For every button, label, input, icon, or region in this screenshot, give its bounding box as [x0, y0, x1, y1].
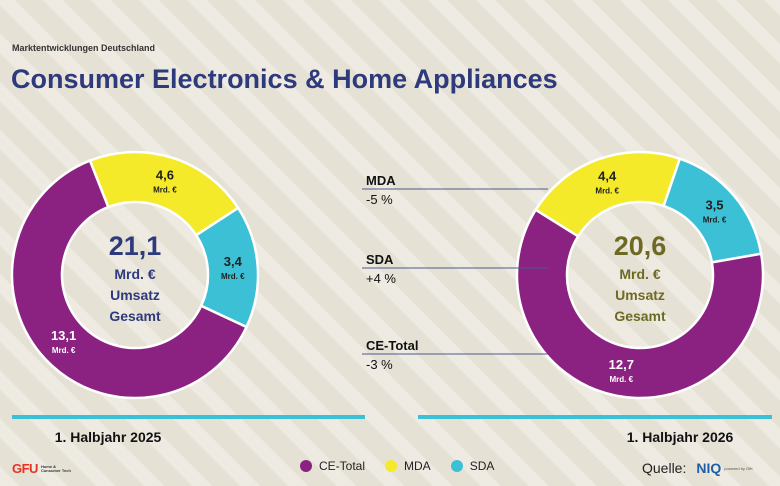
center-line-2-2026: Gesamt: [614, 308, 666, 324]
slice-unit-sda-2026: Mrd. €: [703, 215, 727, 224]
slice-unit-ce-total-2025: Mrd. €: [52, 346, 76, 355]
slice-label-ce-total-2026: 12,7: [609, 357, 634, 372]
slice-label-sda-2025: 3,4: [224, 254, 243, 269]
chart-2026: 4,4 Mrd. € 3,5 Mrd. € 12,7 Mrd. € 20,6 Mrd. € Um…: [515, 150, 765, 400]
gfu-logo-mark: GFU: [12, 461, 38, 476]
center-total-2025: 21,1: [109, 231, 162, 261]
supertitle: Marktentwicklungen Deutschland: [12, 43, 156, 53]
legend-label-mda: MDA: [404, 459, 431, 473]
change-name-ce-total: CE-Total: [366, 338, 418, 353]
legend-item-sda: SDA: [450, 459, 495, 473]
page-title: Consumer Electronics & Home Appliances: [11, 64, 558, 94]
center-total-2026: 20,6: [614, 231, 667, 261]
slice-unit-mda-2026: Mrd. €: [595, 187, 619, 196]
sda-swatch-icon: [450, 460, 463, 472]
slice-unit-sda-2025: Mrd. €: [221, 272, 245, 281]
legend-label-ce-total: CE-Total: [319, 459, 366, 473]
slice-unit-ce-total-2026: Mrd. €: [610, 375, 634, 384]
period-label-2026: 1. Halbjahr 2026: [627, 429, 734, 445]
legend-label-sda: SDA: [469, 459, 495, 473]
center-line-0-2026: Mrd. €: [619, 266, 660, 282]
slice-label-ce-total-2025: 13,1: [51, 328, 76, 343]
center-line-1-2026: Umsatz: [615, 287, 665, 303]
period-label-2025: 1. Halbjahr 2025: [55, 429, 162, 445]
legend-item-ce-total: CE-Total: [300, 459, 365, 473]
legend-item-mda: MDA: [385, 459, 431, 473]
center-line-0-2025: Mrd. €: [114, 266, 155, 282]
legend: CE-Total MDA SDA: [300, 459, 514, 473]
source-label: Quelle:: [642, 460, 687, 476]
change-value-sda: +4 %: [366, 271, 396, 286]
change-annotations: MDA -5 % SDA +4 % CE-Total -3 %: [362, 173, 548, 372]
change-name-sda: SDA: [366, 252, 394, 267]
change-value-ce-total: -3 %: [366, 357, 393, 372]
gfu-logo: GFU Home & Consumer Tech: [12, 461, 75, 476]
change-name-mda: MDA: [366, 173, 396, 188]
slice-unit-mda-2025: Mrd. €: [153, 186, 177, 195]
ce-total-swatch-icon: [300, 460, 312, 472]
chart-2025: 4,6 Mrd. € 3,4 Mrd. € 13,1 Mrd. € 21,1 Mrd. € Um…: [10, 150, 260, 400]
center-line-1-2025: Umsatz: [110, 287, 160, 303]
niq-logo: NIQ: [696, 460, 722, 476]
source: Quelle: NIQ powered by GfK: [642, 460, 753, 476]
center-line-2-2025: Gesamt: [109, 308, 161, 324]
slice-label-mda-2026: 4,4: [598, 169, 617, 184]
change-value-mda: -5 %: [366, 192, 393, 207]
gfu-logo-subtext: Home & Consumer Tech: [40, 463, 71, 473]
slice-label-sda-2026: 3,5: [705, 197, 723, 212]
slice-ce-total-2026: [515, 208, 765, 400]
mda-swatch-icon: [385, 460, 398, 472]
slice-label-mda-2025: 4,6: [156, 168, 174, 183]
niq-subtext: powered by GfK: [724, 465, 753, 471]
slice-ce-total-2025: [10, 158, 249, 400]
